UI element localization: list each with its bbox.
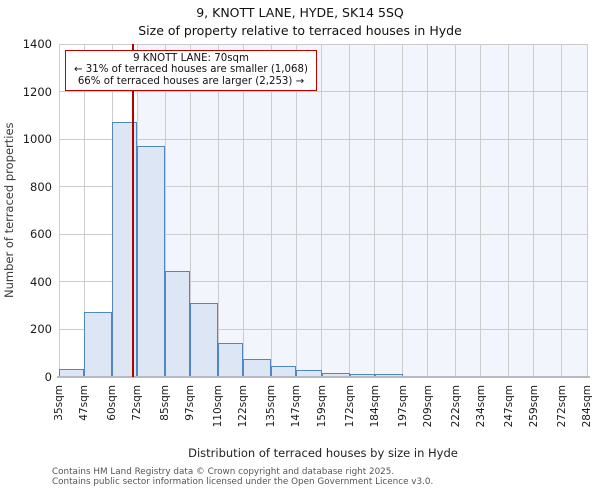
- x-tick-label: 247sqm: [502, 385, 515, 428]
- annotation-property-line: 9 KNOTT LANE: 70sqm: [133, 53, 249, 64]
- bar: [243, 359, 272, 377]
- bar: [137, 146, 166, 377]
- x-tick-label: 184sqm: [368, 385, 381, 428]
- gridline-v: [164, 44, 166, 377]
- y-tick-label: 1400: [22, 37, 52, 51]
- x-tick-label: 35sqm: [53, 385, 65, 421]
- y-tick-label: 1200: [22, 84, 52, 99]
- gridline-v: [349, 44, 350, 377]
- x-axis-line: [57, 376, 590, 379]
- gridline-h: [59, 328, 587, 330]
- x-tick-label: 47sqm: [78, 385, 91, 421]
- gridline-h: [59, 91, 587, 93]
- x-tick-label: 259sqm: [527, 385, 540, 428]
- gridline-v: [455, 44, 457, 377]
- gridline-v: [402, 44, 404, 377]
- gridline-v: [83, 44, 85, 377]
- x-tick-label: 122sqm: [237, 385, 250, 428]
- y-tick-label: 800: [30, 179, 52, 194]
- gridline-v: [217, 44, 219, 377]
- x-tick-label: 135sqm: [265, 385, 278, 428]
- attribution-hm-land-registry: Contains HM Land Registry data © Crown c…: [52, 467, 395, 477]
- gridline-v: [533, 44, 535, 377]
- y-tick-label: 0: [44, 370, 52, 384]
- x-tick-label: 60sqm: [106, 385, 118, 421]
- bar: [190, 303, 219, 377]
- bar: [218, 342, 244, 377]
- annotation-larger-line: 66% of terraced houses are larger (2,253…: [77, 75, 305, 87]
- gridline-v: [321, 44, 323, 377]
- y-tick-label: 1000: [22, 132, 52, 147]
- bar: [321, 373, 350, 377]
- gridline-v: [480, 44, 482, 377]
- gridline-v: [561, 44, 563, 377]
- gridline-h: [59, 138, 587, 140]
- chart-subtitle: Size of property relative to terraced ho…: [138, 23, 462, 38]
- gridline-v: [508, 44, 510, 377]
- x-tick-label: 272sqm: [555, 385, 568, 428]
- gridline-v: [427, 44, 429, 377]
- y-tick-label: 200: [30, 322, 52, 337]
- bar: [296, 370, 322, 377]
- x-tick-label: 85sqm: [159, 385, 172, 421]
- x-tick-label: 72sqm: [131, 385, 144, 421]
- x-tick-label: 147sqm: [290, 385, 303, 428]
- annotation-smaller-line: ← 31% of terraced houses are smaller (1,…: [74, 64, 308, 76]
- chart-title: 9, KNOTT LANE, HYDE, SK14 5SQ: [196, 5, 404, 20]
- bar: [84, 311, 112, 377]
- marker-line: [132, 44, 135, 377]
- property-annotation-box: 9 KNOTT LANE: 70sqm ← 31% of terraced ho…: [65, 50, 317, 91]
- bar: [59, 368, 85, 377]
- gridline-v: [586, 44, 588, 377]
- x-tick-label: 159sqm: [315, 385, 328, 428]
- x-tick-label: 222sqm: [449, 385, 462, 428]
- x-tick-label: 97sqm: [184, 385, 197, 421]
- gridline-h: [59, 43, 587, 45]
- x-tick-label: 197sqm: [396, 385, 409, 428]
- x-tick-label: 284sqm: [581, 385, 593, 428]
- gridline-v: [242, 44, 244, 377]
- x-tick-label: 110sqm: [212, 385, 225, 428]
- gridline-v: [189, 44, 191, 377]
- gridline-v: [295, 44, 297, 377]
- bar: [349, 374, 375, 377]
- attribution-open-government-licence: Contains public sector information licen…: [52, 477, 434, 487]
- gridline-h: [59, 233, 587, 235]
- x-tick-label: 209sqm: [421, 385, 434, 428]
- bar: [165, 271, 191, 377]
- gridline-v: [374, 44, 376, 377]
- gridline-v: [270, 44, 272, 377]
- x-axis-label: Distribution of terraced houses by size …: [188, 446, 458, 460]
- y-tick-label: 400: [30, 274, 52, 289]
- bar: [374, 374, 403, 377]
- y-tick-label: 600: [30, 227, 52, 242]
- gridline-v: [58, 44, 60, 377]
- bar: [271, 366, 297, 377]
- gridline-h: [59, 186, 587, 188]
- x-tick-label: 234sqm: [474, 385, 487, 428]
- y-axis-label: Number of terraced properties: [2, 122, 16, 298]
- x-tick-label: 172sqm: [343, 385, 356, 428]
- gridline-h: [59, 281, 587, 283]
